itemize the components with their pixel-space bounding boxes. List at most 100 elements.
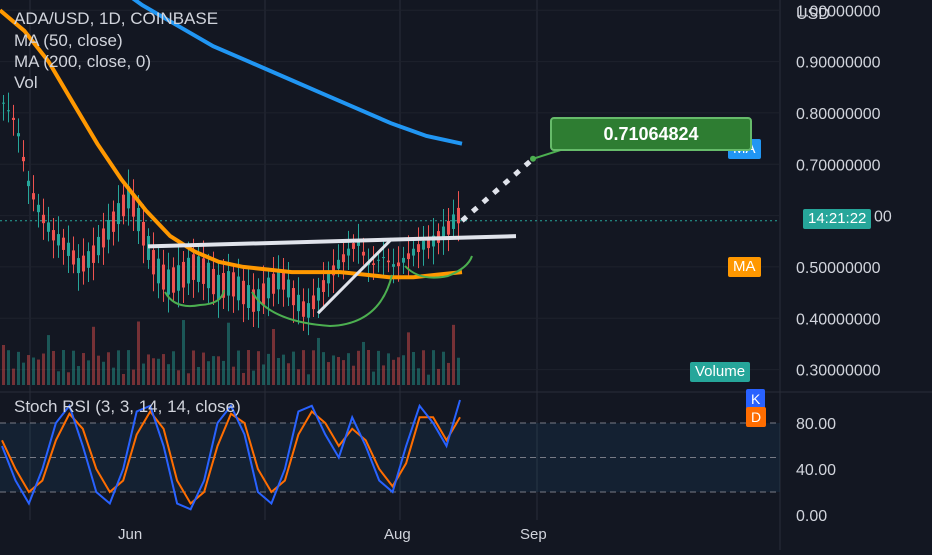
candle-body [412,248,415,256]
candle-body [92,245,95,263]
volume-bar [202,352,205,385]
volume-bar [52,350,55,385]
volume-bar [267,353,270,385]
candle-body [47,222,50,232]
candle-body [2,102,5,104]
candle-body [242,280,245,305]
candle-body [37,204,40,213]
volume-bar [297,369,300,385]
candle-body [212,268,215,295]
projection-line[interactable] [460,156,535,223]
candle-body [272,273,275,294]
candle-body [117,203,120,225]
candle-body [142,221,145,246]
candle-body [112,211,115,232]
target-price-callout[interactable]: 0.71064824 [550,117,752,151]
candle-body [152,250,155,275]
left-shoulder-arc[interactable] [164,289,225,308]
volume-bar [417,368,420,385]
stoch-k-badge: K [746,389,766,409]
neckline-trendline[interactable] [147,234,517,249]
volume-bar [112,367,115,385]
volume-bar [222,360,225,385]
volume-bar [427,374,430,385]
candle-body [342,254,345,263]
candle-body [427,238,430,249]
candle-body [372,263,375,265]
volume-bar [172,351,175,385]
candle-body [237,276,240,301]
stoch-rsi-title[interactable]: Stoch RSI (3, 3, 14, 14, close) [14,397,241,416]
candle-body [157,258,160,284]
symbol-title: ADA/USD, 1D, COINBASE [14,9,219,28]
candle-body [82,255,85,272]
volume-bar [457,357,460,385]
candle-body [282,271,285,290]
price-tick-label: 0.30000000 [796,363,881,380]
volume-bar [57,371,60,385]
volume-bar [397,357,400,385]
candle-body [77,258,80,274]
volume-bar [302,350,305,385]
volume-bar [42,353,45,385]
candle-body [362,251,365,256]
volume-bar [387,353,390,385]
volume-bar [182,320,185,385]
volume-bar [147,354,150,385]
volume-bar [167,364,170,385]
volume-bar [192,350,195,385]
volume-bar [7,350,10,385]
candle-body [302,301,305,317]
volume-bar [22,362,25,385]
volume-bar [227,322,230,385]
candle-body [297,294,300,312]
volume-bar [287,363,290,385]
stoch-d-badge: D [746,407,767,427]
candle-body [377,259,380,261]
candle-body [22,156,25,162]
candle-body [417,244,420,253]
head-arc[interactable] [251,274,393,328]
candle-body [167,269,170,295]
ma200-line [131,0,463,146]
candle-body [382,257,385,259]
candle-body [182,261,185,288]
candle-body [162,264,165,290]
right-shoulder-arc[interactable] [404,255,473,279]
volume-bar [317,337,320,385]
candle-body [267,277,270,299]
volume-bar [322,352,325,385]
price-tick-label: 1.00000000 [796,3,881,20]
candle-body [307,303,310,318]
price-tick-label: 0.80000000 [796,106,881,123]
volume-bar [337,357,340,385]
candle-body [452,214,455,229]
stoch-tick-label: 80.00 [796,416,836,433]
candle-body [187,257,190,284]
ma50-legend[interactable]: MA (50, close) [14,31,123,50]
ma200-legend[interactable]: MA (200, close, 0) [14,52,152,71]
candle-body [72,250,75,265]
volume-bar [132,369,135,385]
candle-body [407,253,410,260]
volume-bar [357,350,360,385]
price-tick-label: 00 [874,209,892,226]
breakout-trendline[interactable] [316,237,394,315]
candle-body [322,280,325,292]
candle-body [392,264,395,267]
price-tick-label: 0.50000000 [796,260,881,277]
volume-bar [242,372,245,385]
volume-bar [177,370,180,385]
volume-bar [262,364,265,385]
volume-legend[interactable]: Vol [14,73,38,92]
time-label-sep: Sep [520,526,547,543]
candle-body [317,287,320,301]
candle-body [217,274,220,300]
volume-bar [402,355,405,385]
volume-bar [342,360,345,385]
candle-body [7,110,10,112]
volume-bar [292,351,295,385]
candle-body [352,243,355,249]
